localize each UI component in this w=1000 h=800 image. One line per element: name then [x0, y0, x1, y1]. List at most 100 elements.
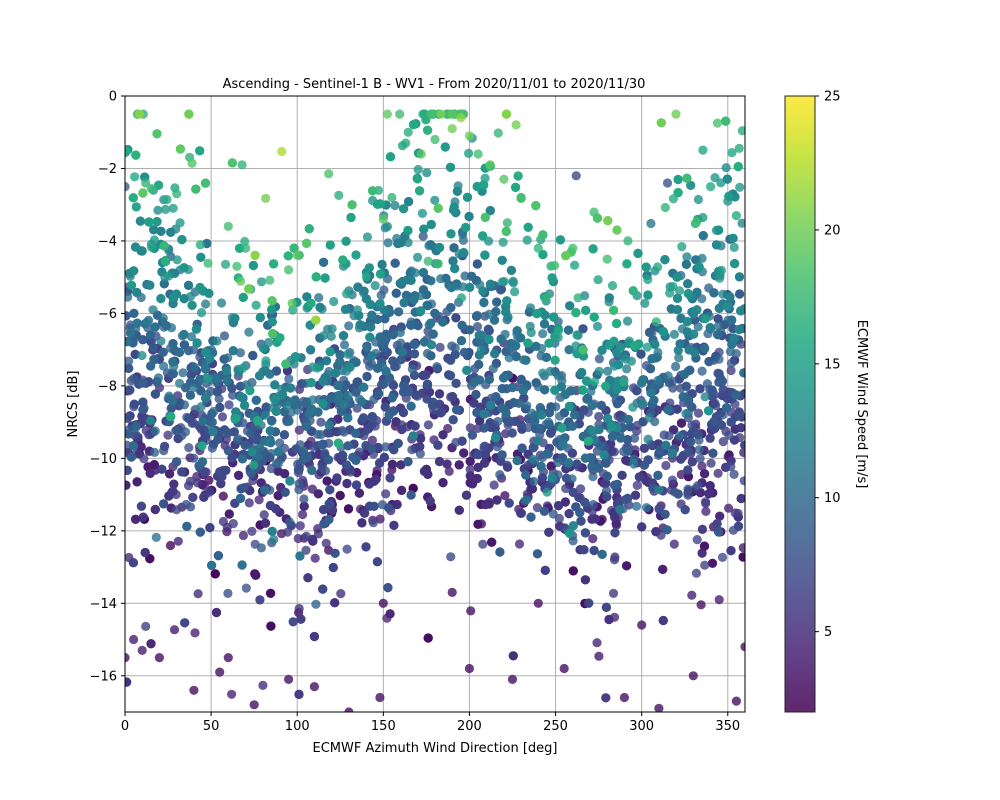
scatter-point [465, 423, 475, 433]
scatter-point [508, 651, 518, 661]
scatter-point [609, 361, 620, 371]
scatter-point [434, 389, 445, 399]
scatter-point [580, 497, 590, 507]
scatter-point [178, 368, 188, 378]
scatter-point [660, 509, 670, 519]
scatter-point [125, 480, 131, 490]
scatter-point [673, 345, 683, 355]
scatter-point [599, 450, 609, 460]
scatter-point [184, 443, 194, 453]
scatter-point [497, 450, 507, 460]
scatter-point [428, 329, 438, 339]
scatter-point [152, 217, 162, 227]
scatter-point [201, 299, 211, 309]
scatter-point [580, 575, 591, 585]
scatter-point [195, 282, 205, 293]
scatter-point [484, 334, 494, 345]
scatter-point [642, 503, 652, 513]
scatter-point [256, 543, 266, 553]
scatter-point [370, 281, 380, 291]
scatter-point [354, 488, 364, 498]
scatter-point [248, 350, 258, 361]
scatter-point [432, 362, 442, 372]
scatter-point [323, 455, 334, 465]
scatter-point [479, 409, 489, 419]
scatter-point [705, 323, 715, 333]
scatter-point [592, 321, 603, 331]
scatter-point [497, 255, 507, 265]
scatter-point [338, 331, 349, 341]
scatter-point [581, 305, 591, 315]
scatter-point [629, 341, 640, 351]
scatter-point [293, 405, 303, 415]
scatter-point [459, 347, 469, 357]
scatter-point [695, 454, 705, 464]
scatter-point [735, 410, 745, 420]
scatter-point [313, 429, 323, 439]
scatter-point [480, 500, 491, 510]
scatter-point [715, 273, 725, 283]
scatter-point [662, 178, 673, 188]
scatter-point [317, 463, 327, 473]
scatter-point [236, 392, 246, 402]
scatter-point [589, 312, 599, 322]
scatter-point [580, 453, 591, 463]
scatter-point [138, 512, 148, 522]
scatter-point [465, 471, 475, 481]
scatter-point [398, 407, 408, 418]
scatter-point [318, 584, 328, 594]
scatter-point [273, 447, 283, 457]
scatter-point [369, 501, 379, 511]
scatter-point [643, 434, 653, 444]
scatter-point [423, 420, 433, 430]
scatter-point [410, 421, 420, 431]
scatter-point [248, 260, 258, 271]
scatter-point [451, 378, 461, 388]
scatter-point [447, 587, 457, 598]
scatter-point [687, 457, 697, 467]
scatter-point [384, 410, 394, 420]
scatter-point [183, 264, 193, 275]
scatter-point [159, 361, 169, 371]
scatter-point [166, 323, 177, 333]
scatter-point [183, 481, 194, 491]
scatter-point [138, 405, 148, 415]
scatter-point [423, 633, 433, 643]
scatter-point [632, 386, 642, 396]
scatter-point [504, 353, 514, 363]
scatter-point [724, 503, 734, 513]
scatter-point [438, 317, 448, 327]
chart-title: Ascending - Sentinel-1 B - WV1 - From 20… [223, 77, 646, 92]
scatter-point [196, 308, 207, 318]
scatter-point [660, 255, 670, 265]
scatter-point [645, 364, 656, 374]
scatter-point [582, 376, 592, 386]
scatter-point [594, 366, 604, 376]
scatter-point [679, 369, 689, 380]
scatter-point [367, 351, 377, 361]
scatter-point [623, 316, 633, 326]
scatter-point [210, 569, 220, 579]
scatter-point [667, 448, 678, 459]
scatter-point [189, 453, 199, 463]
scatter-point [729, 242, 739, 252]
scatter-point [634, 472, 645, 482]
scatter-point [336, 589, 346, 599]
scatter-point [713, 468, 723, 478]
scatter-point [130, 242, 141, 252]
scatter-point [372, 466, 382, 476]
scatter-point [308, 442, 319, 452]
scatter-point [576, 516, 586, 526]
scatter-point [545, 366, 555, 376]
scatter-point [465, 282, 475, 292]
scatter-point [626, 356, 637, 366]
scatter-point [446, 303, 456, 313]
scatter-point [512, 326, 522, 336]
scatter-point [658, 615, 668, 626]
scatter-point [687, 590, 697, 600]
scatter-point [238, 530, 248, 541]
scatter-point [203, 374, 213, 384]
scatter-point [131, 202, 141, 212]
scatter-point [675, 431, 685, 441]
scatter-point [450, 343, 460, 353]
